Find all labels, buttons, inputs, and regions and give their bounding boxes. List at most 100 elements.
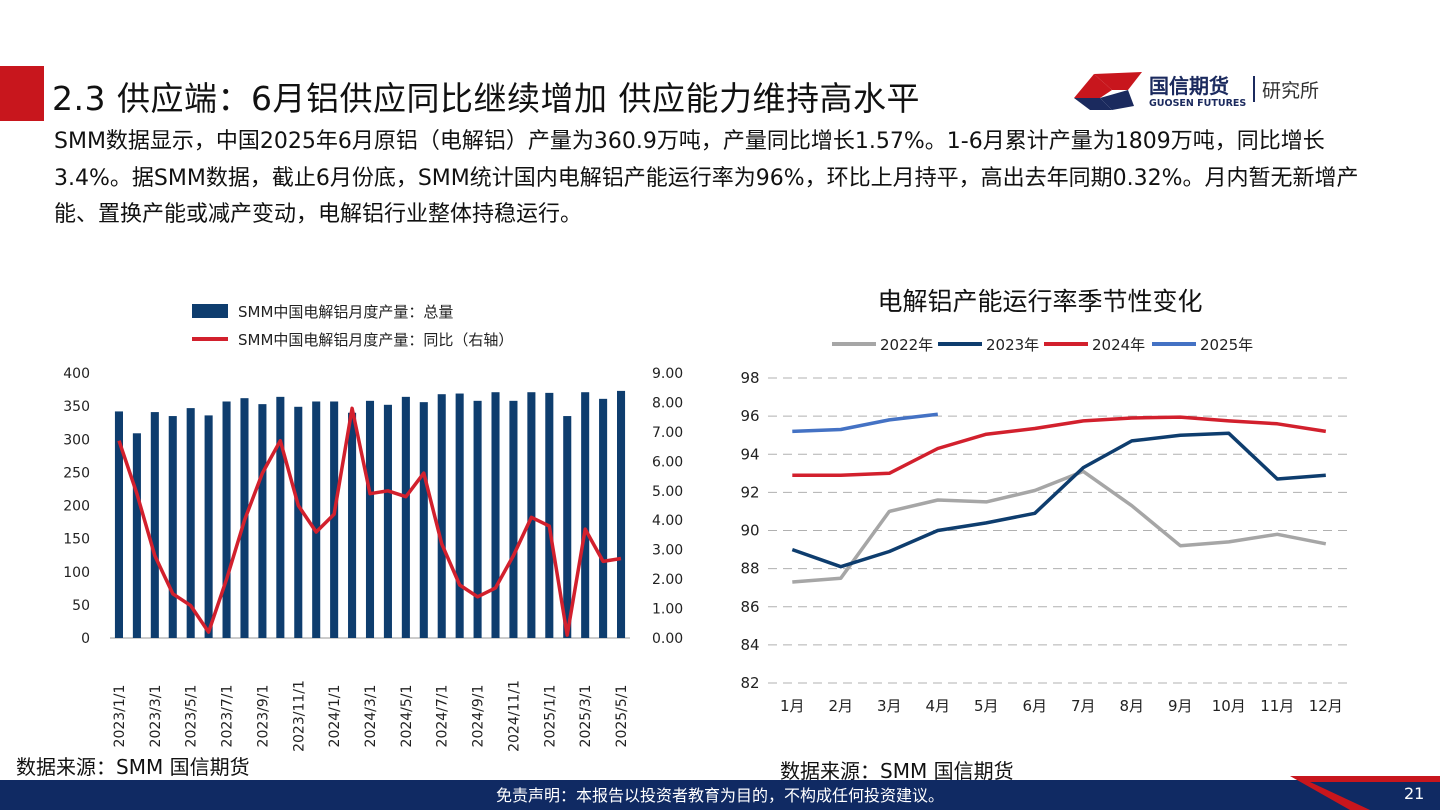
x-tick-label: 3月 bbox=[877, 697, 902, 715]
legend-label-3: 2025年 bbox=[1200, 336, 1253, 354]
bar-total-15 bbox=[383, 404, 392, 638]
y-left-tick-label: 200 bbox=[63, 499, 90, 515]
footer-bar bbox=[0, 780, 1440, 810]
x-tick-label: 7月 bbox=[1071, 697, 1096, 715]
x-tick-label: 2023/3/1 bbox=[148, 685, 164, 748]
page-number: 21 bbox=[1404, 784, 1425, 803]
y-right-tick-label: 8.00 bbox=[652, 395, 683, 411]
bar-total-26 bbox=[581, 392, 590, 638]
y-left-tick-label: 300 bbox=[63, 432, 90, 448]
title-accent-bar bbox=[0, 66, 44, 121]
x-tick-label: 10月 bbox=[1212, 697, 1246, 715]
legend-label-line: SMM中国电解铝月度产量：同比（右轴） bbox=[238, 331, 513, 349]
x-tick-label: 8月 bbox=[1119, 697, 1144, 715]
y-left-tick-label: 400 bbox=[63, 366, 90, 382]
y-left-tick-label: 250 bbox=[63, 465, 90, 481]
bar-total-22 bbox=[509, 400, 518, 638]
x-tick-label: 11月 bbox=[1260, 697, 1294, 715]
bar-total-1 bbox=[132, 433, 141, 638]
bar-total-0 bbox=[114, 411, 123, 638]
x-tick-label: 2023/9/1 bbox=[255, 685, 271, 748]
y-right-tick-label: 9.00 bbox=[652, 366, 683, 382]
bar-total-2 bbox=[150, 412, 159, 638]
x-tick-label: 4月 bbox=[925, 697, 950, 715]
x-tick-label: 2023/7/1 bbox=[220, 685, 236, 748]
bar-total-20 bbox=[473, 400, 482, 638]
bar-total-11 bbox=[312, 401, 321, 638]
bar-total-25 bbox=[563, 416, 572, 638]
series-line-0 bbox=[792, 469, 1327, 584]
page-title: 2.3 供应端：6月铝供应同比继续增加 供应能力维持高水平 bbox=[52, 79, 920, 118]
source-note-right: 数据来源：SMM 国信期货 bbox=[780, 759, 1014, 783]
x-tick-label: 5月 bbox=[974, 697, 999, 715]
y-tick-label: 82 bbox=[740, 674, 759, 692]
y-tick-label: 98 bbox=[740, 369, 759, 387]
logo-emblem-icon bbox=[1074, 72, 1142, 110]
y-tick-label: 84 bbox=[740, 636, 759, 654]
bar-total-13 bbox=[348, 412, 357, 638]
bar-total-21 bbox=[491, 392, 500, 638]
y-right-tick-label: 0.00 bbox=[652, 631, 683, 647]
y-left-tick-label: 0 bbox=[81, 631, 90, 647]
logo-name-en: GUOSEN FUTURES bbox=[1149, 98, 1247, 109]
y-left-tick-label: 50 bbox=[72, 598, 90, 614]
y-right-tick-label: 2.00 bbox=[652, 572, 683, 588]
y-tick-label: 90 bbox=[740, 522, 759, 540]
bar-total-19 bbox=[455, 393, 464, 638]
legend-label-0: 2022年 bbox=[880, 336, 933, 354]
bar-total-9 bbox=[276, 396, 285, 638]
logo-institute: 研究所 bbox=[1262, 80, 1320, 102]
x-tick-label: 1月 bbox=[780, 697, 805, 715]
legend-label-1: 2023年 bbox=[986, 336, 1039, 354]
y-tick-label: 94 bbox=[740, 445, 759, 463]
production-bar-line-chart: SMM中国电解铝月度产量：总量 SMM中国电解铝月度产量：同比（右轴） 0 50 100… bbox=[63, 303, 683, 752]
bar-total-28 bbox=[617, 390, 626, 638]
y-left-tick-label: 100 bbox=[63, 565, 90, 581]
y-right-tick-label: 3.00 bbox=[652, 543, 683, 559]
bar-total-12 bbox=[330, 401, 339, 638]
y-left-tick-label: 150 bbox=[63, 532, 90, 548]
series-line-1 bbox=[791, 431, 1326, 569]
bar-total-6 bbox=[222, 401, 231, 638]
intro-paragraph: SMM数据显示，中国2025年6月原铝（电解铝）产量为360.9万吨，产量同比增… bbox=[54, 129, 1359, 227]
x-tick-label: 2025/1/1 bbox=[542, 685, 558, 748]
x-tick-label: 2024/1/1 bbox=[327, 685, 343, 748]
y-tick-label: 92 bbox=[740, 483, 759, 501]
x-tick-label: 2月 bbox=[828, 697, 853, 715]
bar-total-5 bbox=[204, 415, 213, 638]
legend-label-bar: SMM中国电解铝月度产量：总量 bbox=[238, 303, 453, 321]
bar-total-17 bbox=[419, 402, 428, 638]
series-line-2 bbox=[792, 415, 1327, 477]
x-tick-label: 2025/5/1 bbox=[614, 685, 630, 748]
company-logo: 国信期货 GUOSEN FUTURES 研究所 bbox=[1072, 68, 1372, 118]
footer-red-ribbon bbox=[1290, 776, 1440, 810]
bar-total-4 bbox=[186, 408, 195, 638]
x-tick-label: 6月 bbox=[1022, 697, 1047, 715]
x-tick-label: 2024/11/1 bbox=[506, 680, 522, 752]
x-tick-label: 9月 bbox=[1168, 697, 1193, 715]
bar-total-27 bbox=[599, 398, 608, 638]
chart-title: 电解铝产能运行率季节性变化 bbox=[877, 287, 1202, 316]
y-right-tick-label: 5.00 bbox=[652, 484, 683, 500]
disclaimer: 免责声明：本报告以投资者教育为目的，不构成任何投资建议。 bbox=[495, 786, 944, 805]
y-tick-label: 86 bbox=[740, 598, 759, 616]
x-tick-label: 2024/3/1 bbox=[363, 685, 379, 748]
x-tick-label: 2025/3/1 bbox=[578, 685, 594, 748]
y-right-tick-label: 7.00 bbox=[652, 425, 683, 441]
bar-total-10 bbox=[294, 406, 303, 638]
y-right-tick-label: 1.00 bbox=[652, 602, 683, 618]
bar-total-16 bbox=[401, 396, 410, 638]
y-left-tick-label: 350 bbox=[63, 399, 90, 415]
legend-swatch-bar bbox=[192, 304, 228, 318]
x-tick-label: 2024/9/1 bbox=[471, 685, 487, 748]
bar-total-3 bbox=[168, 416, 177, 638]
x-tick-label: 2023/1/1 bbox=[112, 685, 128, 748]
x-tick-label: 12月 bbox=[1309, 697, 1343, 715]
bar-total-23 bbox=[527, 392, 536, 638]
logo-name-cn: 国信期货 bbox=[1149, 74, 1229, 98]
bar-total-18 bbox=[437, 394, 446, 638]
x-tick-label: 2023/11/1 bbox=[291, 680, 307, 752]
series-line-3 bbox=[792, 412, 939, 434]
bar-total-8 bbox=[258, 404, 267, 638]
legend-label-2: 2024年 bbox=[1092, 336, 1145, 354]
